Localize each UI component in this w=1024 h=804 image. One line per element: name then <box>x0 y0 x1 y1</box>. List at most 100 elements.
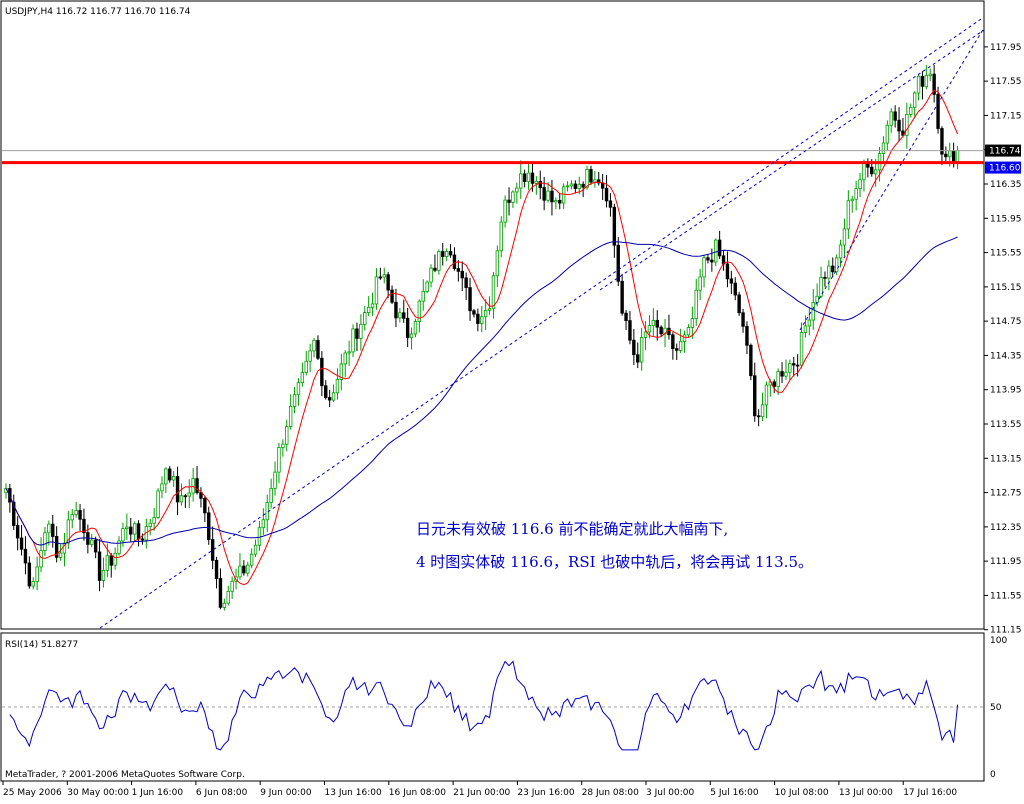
rsi-tick-label: 50 <box>990 703 1002 713</box>
candle-body <box>936 93 940 129</box>
candle-body <box>725 263 730 280</box>
candle-body <box>468 287 472 312</box>
candle-body <box>222 602 227 608</box>
candle-body <box>343 352 347 365</box>
candle-body <box>285 426 289 445</box>
candle-body <box>355 328 359 339</box>
candle-body <box>23 548 28 564</box>
candle-body <box>881 142 886 154</box>
candle-body <box>928 73 932 77</box>
candle-body <box>690 318 695 328</box>
candle-body <box>612 206 617 246</box>
candle-body <box>66 519 71 544</box>
candle-body <box>246 564 250 574</box>
candle-body <box>402 312 406 319</box>
candle-body <box>593 179 597 183</box>
candle-body <box>554 200 558 203</box>
candle-body <box>425 281 429 292</box>
candle-body <box>675 348 679 351</box>
price-tick-label: 111.95 <box>990 557 1022 567</box>
candle-body <box>534 180 539 184</box>
candle-body <box>546 190 550 201</box>
candle-body <box>82 518 86 534</box>
candle-body <box>515 187 519 193</box>
time-tick-label: 13 Jun 16:00 <box>325 788 382 798</box>
candle-body <box>799 332 804 366</box>
candle-body <box>175 476 180 503</box>
level-price-tag: 116.60 <box>985 161 1021 174</box>
candle-body <box>152 517 156 524</box>
candle-body <box>129 526 133 535</box>
trend-line-steep[interactable] <box>799 27 985 331</box>
candle-body <box>476 313 480 324</box>
copyright-text: MetaTrader, ? 2001-2006 MetaQuotes Softw… <box>5 770 245 780</box>
candle-body <box>105 555 110 571</box>
candle-body <box>429 267 433 283</box>
candle-body <box>382 274 386 278</box>
candle-body <box>54 536 59 558</box>
price-tick-label: 115.95 <box>990 214 1022 224</box>
trend-line-upper[interactable] <box>599 29 985 291</box>
candle-body <box>600 182 605 189</box>
time-tick-label: 5 Jul 16:00 <box>710 788 759 798</box>
candle-body <box>207 512 211 540</box>
candle-body <box>43 532 47 551</box>
candle-body <box>58 552 63 558</box>
price-tick-label: 111.55 <box>990 591 1022 601</box>
candle-body <box>273 471 277 489</box>
candle-body <box>616 244 620 282</box>
candle-body <box>862 163 866 181</box>
candle-body <box>850 198 854 202</box>
candle-body <box>214 559 219 579</box>
candle-body <box>218 578 223 608</box>
candle-body <box>261 519 266 529</box>
candle-body <box>265 502 269 521</box>
candle-body <box>168 468 172 481</box>
candle-body <box>359 323 363 339</box>
candle-body <box>160 483 164 492</box>
candle-body <box>12 501 16 526</box>
candle-body <box>784 371 788 377</box>
time-tick-label: 25 May 2006 <box>3 788 62 798</box>
candle-body <box>47 523 51 534</box>
candle-body <box>499 221 503 252</box>
candle-body <box>920 75 925 87</box>
rsi-tick-label: 0 <box>990 770 996 780</box>
candle-body <box>417 300 422 322</box>
candle-body <box>737 294 741 314</box>
candle-body <box>827 265 831 279</box>
candle-body <box>495 250 500 277</box>
candle-body <box>405 317 410 339</box>
candle-body <box>511 191 515 203</box>
candle-body <box>331 392 336 401</box>
candle-body <box>312 340 316 352</box>
candle-body <box>277 447 281 473</box>
candle-body <box>831 265 835 273</box>
candle-body <box>308 350 312 362</box>
candle-body <box>210 539 215 561</box>
candle-body <box>632 339 636 356</box>
candle-body <box>647 325 652 333</box>
candle-body <box>507 199 511 203</box>
candle-body <box>639 337 644 363</box>
candle-body <box>682 334 687 342</box>
candle-body <box>760 404 765 418</box>
rsi-tick-label: 100 <box>990 636 1007 646</box>
candle-body <box>788 363 792 373</box>
candle-body <box>187 492 191 497</box>
time-tick-label: 28 Jun 08:00 <box>582 788 639 798</box>
candle-body <box>702 257 706 278</box>
trend-line-long[interactable] <box>99 16 985 629</box>
candle-body <box>729 278 734 284</box>
candle-body <box>491 275 496 310</box>
candle-body <box>577 183 581 189</box>
price-tick-label: 115.55 <box>990 249 1022 259</box>
candle-body <box>636 354 640 363</box>
price-tick-label: 114.35 <box>990 351 1022 361</box>
candle-body <box>733 282 737 296</box>
candle-body <box>27 562 32 587</box>
candle-body <box>550 190 554 203</box>
candle-body <box>893 111 897 121</box>
